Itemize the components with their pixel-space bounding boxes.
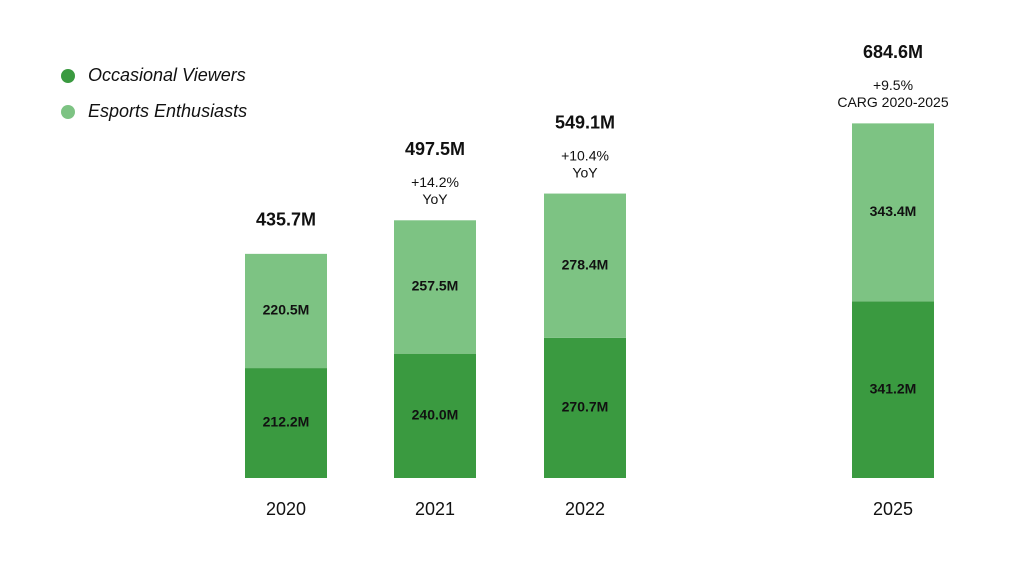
bar-segment [544, 193, 626, 338]
bar-segment [245, 368, 327, 478]
x-tick-label: 2021 [415, 499, 455, 519]
bar-segment [852, 301, 934, 478]
value-label: 257.5M [412, 278, 459, 294]
value-label: 278.4M [562, 256, 609, 272]
growth-label: +14.2% [411, 174, 459, 190]
total-label: 684.6M [863, 42, 923, 62]
total-label: 549.1M [555, 112, 615, 132]
legend-label: Occasional Viewers [88, 65, 246, 85]
bar-segment [394, 353, 476, 478]
total-label: 497.5M [405, 139, 465, 159]
value-label: 212.2M [263, 414, 310, 430]
growth-label: YoY [422, 191, 448, 207]
value-label: 220.5M [263, 302, 310, 318]
x-tick-label: 2022 [565, 499, 605, 519]
value-label: 240.0M [412, 407, 459, 423]
growth-label: +9.5% [873, 77, 913, 93]
growth-label: +10.4% [561, 147, 609, 163]
growth-label: YoY [572, 164, 598, 180]
x-tick-label: 2025 [873, 499, 913, 519]
total-label: 435.7M [256, 210, 316, 230]
legend-marker [61, 105, 75, 119]
legend-marker [61, 69, 75, 83]
bar-segment [245, 253, 327, 369]
growth-label: CARG 2020-2025 [837, 94, 949, 110]
bar-segment [394, 220, 476, 354]
legend-label: Esports Enthusiasts [88, 101, 247, 121]
x-tick-label: 2020 [266, 499, 306, 519]
value-label: 341.2M [870, 380, 917, 396]
bar-segment [544, 337, 626, 478]
value-label: 270.7M [562, 399, 609, 415]
bar-segment [852, 123, 934, 302]
value-label: 343.4M [870, 203, 917, 219]
